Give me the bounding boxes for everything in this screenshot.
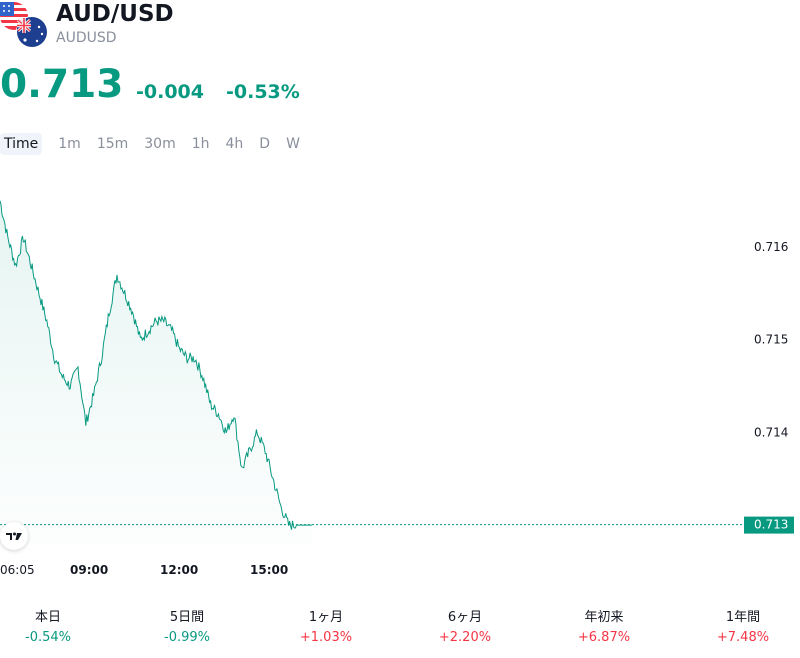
perf-item-today[interactable]: 本日 -0.54% [0,608,108,648]
x-tick-label: 06:05 [0,563,35,577]
tab-1h[interactable]: 1h [191,136,210,152]
currency-flags-icon [0,2,48,48]
x-tick-label: 12:00 [160,563,198,577]
tab-d[interactable]: D [259,136,271,152]
tab-4h[interactable]: 4h [225,136,244,152]
perf-label: 年初来 [584,610,624,625]
perf-value: +7.48% [716,630,770,645]
tab-15m[interactable]: 15m [96,136,129,152]
perf-item-1y[interactable]: 1年間 +7.48% [683,608,800,648]
x-tick-label: 09:00 [70,563,108,577]
price-area-fill [0,200,312,544]
perf-label: 5日間 [169,610,205,625]
perf-item-6m[interactable]: 6ヶ月 +2.20% [405,608,525,648]
perf-label: 本日 [34,610,61,625]
price-row: 0.713 -0.004 -0.53% [0,62,600,110]
y-tick-label: 0.714 [754,425,788,439]
x-tick-label: 15:00 [250,563,288,577]
last-price: 0.713 [0,62,124,107]
perf-label: 1年間 [725,610,761,625]
perf-value: +2.20% [438,630,492,645]
timeframe-tabs: Time 1m 15m 30m 1h 4h D W [0,132,308,156]
price-series-line [0,200,312,530]
tab-w[interactable]: W [286,136,300,152]
perf-value: -0.99% [164,630,210,645]
tradingview-logo-icon[interactable] [0,522,28,550]
symbol-title: AUD/USD [56,1,174,27]
y-tick-label: 0.715 [754,333,788,347]
tab-1m[interactable]: 1m [58,136,81,152]
price-change: -0.004 [136,81,204,103]
price-change-percent: -0.53% [226,81,300,103]
perf-value: +1.03% [299,630,353,645]
perf-value: +6.87% [577,630,631,645]
perf-value: -0.54% [25,630,71,645]
perf-label: 1ヶ月 [308,610,344,625]
tab-30m[interactable]: 30m [144,136,176,152]
last-price-badge [744,516,794,534]
symbol-header: AUD/USD AUDUSD [0,0,400,52]
perf-label: 6ヶ月 [447,610,483,625]
perf-item-ytd[interactable]: 年初来 +6.87% [544,608,664,648]
price-chart[interactable]: 0.716 0.715 0.714 0.713 06:05 09:00 12:00 15:0… [0,160,800,590]
last-price-label: 0.713 [754,518,788,532]
perf-item-5d[interactable]: 5日間 -0.99% [127,608,247,648]
symbol-ticker: AUDUSD [56,30,117,46]
performance-strip: 本日 -0.54% 5日間 -0.99% 1ヶ月 +1.03% 6ヶ月 +2.2… [0,608,800,652]
y-tick-label: 0.716 [754,240,788,254]
perf-item-1m[interactable]: 1ヶ月 +1.03% [266,608,386,648]
tab-time[interactable]: Time [0,133,43,155]
